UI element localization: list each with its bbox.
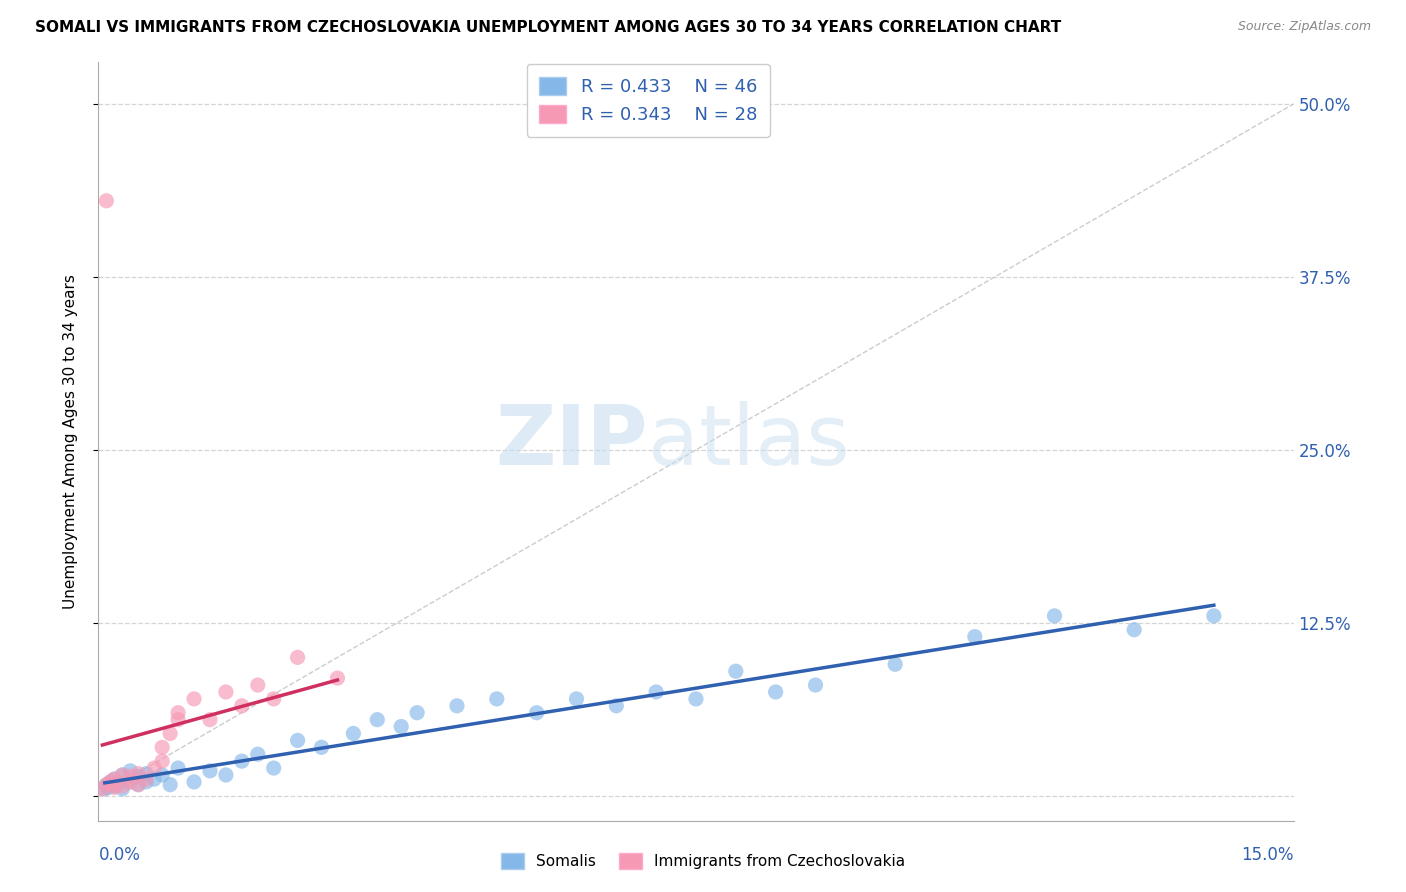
Point [565, 692, 588, 706]
Point [143, 761, 166, 775]
Point [96, 194, 118, 208]
Point [198, 713, 221, 727]
Point [389, 720, 412, 734]
Point [103, 780, 125, 795]
Point [159, 778, 181, 792]
Point [103, 772, 125, 786]
Point [287, 733, 309, 747]
Text: Source: ZipAtlas.com: Source: ZipAtlas.com [1237, 20, 1371, 33]
Point [91, 781, 114, 796]
Point [98, 775, 122, 789]
Legend: R = 0.433    N = 46, R = 0.343    N = 28: R = 0.433 N = 46, R = 0.343 N = 28 [527, 64, 769, 136]
Text: SOMALI VS IMMIGRANTS FROM CZECHOSLOVAKIA UNEMPLOYMENT AMONG AGES 30 TO 34 YEARS : SOMALI VS IMMIGRANTS FROM CZECHOSLOVAKIA… [35, 20, 1062, 35]
Point [246, 747, 269, 762]
Point [183, 692, 205, 706]
Point [135, 766, 157, 780]
Text: 15.0%: 15.0% [1241, 846, 1294, 863]
Point [246, 678, 269, 692]
Point [526, 706, 548, 720]
Point [765, 685, 787, 699]
Point [96, 778, 118, 792]
Point [127, 766, 149, 780]
Point [120, 775, 142, 789]
Point [963, 630, 986, 644]
Point [135, 775, 157, 789]
Point [150, 754, 173, 768]
Point [111, 781, 134, 796]
Point [150, 740, 173, 755]
Point [103, 772, 125, 786]
Point [485, 692, 508, 706]
Point [135, 772, 157, 786]
Point [685, 692, 707, 706]
Point [215, 768, 238, 782]
Point [96, 778, 118, 792]
Point [167, 761, 190, 775]
Point [143, 772, 166, 786]
Point [111, 768, 134, 782]
Point [98, 775, 122, 789]
Point [167, 713, 190, 727]
Point [120, 764, 142, 778]
Point [107, 776, 129, 790]
Point [127, 769, 149, 783]
Point [94, 781, 117, 796]
Point [1043, 608, 1066, 623]
Legend: Somalis, Immigrants from Czechoslovakia: Somalis, Immigrants from Czechoslovakia [495, 847, 911, 875]
Text: 0.0%: 0.0% [98, 846, 141, 863]
Point [183, 775, 205, 789]
Point [198, 764, 221, 778]
Point [167, 706, 190, 720]
Point [103, 779, 125, 793]
Point [231, 698, 253, 713]
Point [97, 780, 120, 795]
Point [724, 664, 747, 678]
Point [406, 706, 429, 720]
Point [446, 698, 468, 713]
Point [120, 769, 142, 783]
Point [605, 698, 627, 713]
Point [231, 754, 253, 768]
Point [103, 778, 125, 792]
Point [127, 778, 149, 792]
Text: atlas: atlas [648, 401, 849, 482]
Point [342, 726, 364, 740]
Point [884, 657, 907, 672]
Point [804, 678, 827, 692]
Point [111, 779, 134, 793]
Point [311, 740, 333, 755]
Point [326, 671, 349, 685]
Point [287, 650, 309, 665]
Point [127, 778, 149, 792]
Point [150, 768, 173, 782]
Point [120, 775, 142, 789]
Point [1202, 608, 1225, 623]
Point [263, 761, 285, 775]
Point [263, 692, 285, 706]
Point [111, 768, 134, 782]
Point [215, 685, 238, 699]
Y-axis label: Unemployment Among Ages 30 to 34 years: Unemployment Among Ages 30 to 34 years [63, 274, 77, 609]
Text: ZIP: ZIP [496, 401, 648, 482]
Point [366, 713, 388, 727]
Point [159, 726, 181, 740]
Point [645, 685, 668, 699]
Point [1123, 623, 1146, 637]
